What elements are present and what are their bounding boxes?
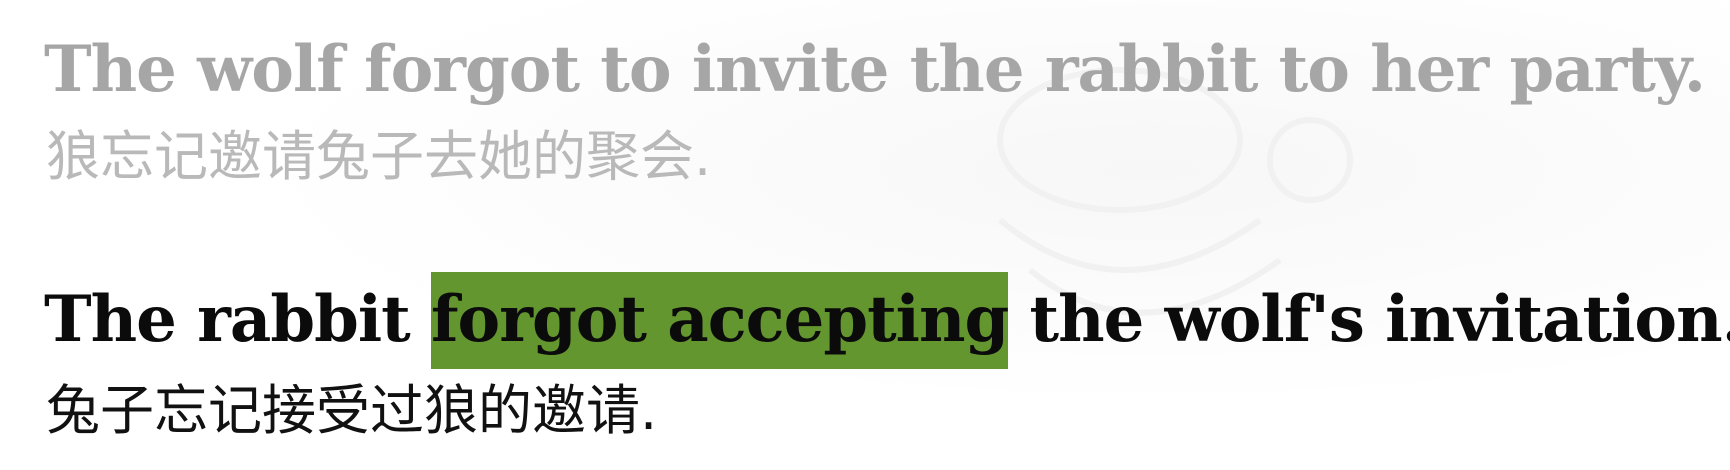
background-watermark-icon	[997, 67, 1353, 316]
sentence-2-english: The rabbit forgot accepting the wolf's i…	[44, 272, 1730, 369]
sentence-2-chinese: 兔子忘记接受过狼的邀请.	[46, 379, 658, 442]
sentence-2-english-after: the wolf's invitation.	[1008, 282, 1730, 357]
highlighted-phrase: forgot accepting	[431, 272, 1009, 369]
sentence-1-english: The wolf forgot to invite the rabbit to …	[44, 32, 1706, 107]
sentence-2-english-before: The rabbit	[44, 282, 431, 357]
sentence-1-chinese: 狼忘记邀请兔子去她的聚会.	[46, 125, 712, 188]
